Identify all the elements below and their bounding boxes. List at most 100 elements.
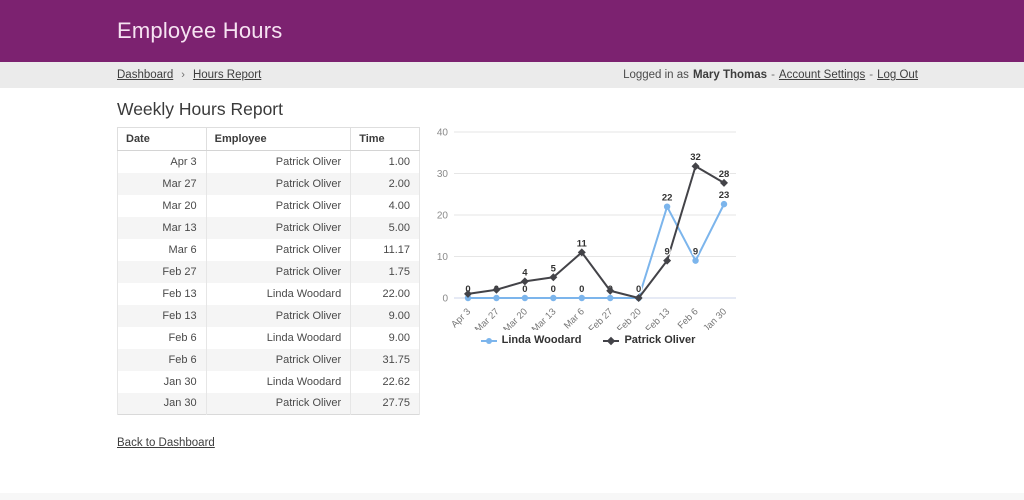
svg-text:9: 9 [664, 247, 669, 258]
svg-text:30: 30 [437, 169, 449, 180]
cell-time: 22.00 [350, 282, 420, 305]
cell-date: Apr 3 [117, 150, 207, 173]
svg-text:0: 0 [442, 294, 448, 305]
cell-employee: Patrick Oliver [205, 172, 352, 195]
cell-date: Feb 6 [117, 348, 207, 371]
cell-employee: Patrick Oliver [205, 392, 352, 415]
svg-text:23: 23 [719, 190, 730, 201]
cell-employee: Patrick Oliver [205, 194, 352, 217]
app-header: Employee Hours [0, 0, 1024, 62]
svg-text:Mar 6: Mar 6 [562, 306, 587, 330]
cell-date: Feb 27 [117, 260, 207, 283]
table-row: Feb 6 Linda Woodard 9.00 [117, 326, 420, 349]
svg-text:40: 40 [437, 128, 449, 139]
table-row: Feb 27 Patrick Oliver 1.75 [117, 260, 420, 283]
svg-text:Jan 30: Jan 30 [701, 306, 729, 330]
page-title: Weekly Hours Report [117, 99, 283, 119]
table-row: Feb 13 Patrick Oliver 9.00 [117, 304, 420, 327]
cell-employee: Patrick Oliver [205, 216, 352, 239]
hours-chart: 0 10 20 30 40 Apr 3 Mar 27 Mar 20 Mar 13 Mar 6 Feb… [428, 122, 748, 362]
cell-date: Feb 13 [117, 304, 207, 327]
column-header-time: Time [350, 127, 420, 151]
legend-item-patrick-oliver[interactable]: Patrick Oliver [603, 334, 695, 346]
svg-text:Mar 13: Mar 13 [530, 306, 559, 330]
svg-text:Apr 3: Apr 3 [449, 306, 473, 330]
cell-employee: Patrick Oliver [205, 238, 352, 261]
svg-text:0: 0 [522, 284, 527, 295]
cell-time: 5.00 [350, 216, 420, 239]
cell-employee: Linda Woodard [205, 326, 352, 349]
table-row: Mar 20 Patrick Oliver 4.00 [117, 194, 420, 217]
svg-text:0: 0 [636, 284, 641, 295]
separator: - [771, 69, 775, 81]
cell-employee: Patrick Oliver [205, 150, 352, 173]
table-row: Feb 13 Linda Woodard 22.00 [117, 282, 420, 305]
account-settings-link[interactable]: Account Settings [778, 69, 866, 81]
legend-label: Patrick Oliver [624, 334, 696, 346]
svg-text:Mar 20: Mar 20 [501, 306, 530, 330]
svg-text:Mar 27: Mar 27 [473, 306, 502, 330]
cell-employee: Linda Woodard [205, 370, 352, 393]
svg-text:11: 11 [577, 238, 588, 249]
separator: - [869, 69, 874, 81]
table-header-row: Date Employee Time [117, 127, 420, 151]
svg-text:28: 28 [719, 169, 730, 180]
cell-date: Jan 30 [117, 370, 207, 393]
table-row: Jan 30 Patrick Oliver 27.75 [117, 392, 420, 415]
column-header-employee: Employee [205, 127, 352, 151]
cell-date: Mar 6 [117, 238, 207, 261]
cell-employee: Patrick Oliver [205, 260, 352, 283]
cell-date: Mar 20 [117, 194, 207, 217]
table-row: Mar 13 Patrick Oliver 5.00 [117, 216, 420, 239]
table-row: Mar 6 Patrick Oliver 11.17 [117, 238, 420, 261]
breadcrumb: Dashboard › Hours Report [117, 69, 261, 81]
table-row: Apr 3 Patrick Oliver 1.00 [117, 150, 420, 173]
table-row: Mar 27 Patrick Oliver 2.00 [117, 172, 420, 195]
table-row: Jan 30 Linda Woodard 22.62 [117, 370, 420, 393]
cell-time: 9.00 [350, 326, 420, 349]
cell-time: 4.00 [350, 194, 420, 217]
username: Mary Thomas [692, 69, 768, 81]
legend-label: Linda Woodard [501, 334, 582, 346]
cell-date: Jan 30 [117, 392, 207, 415]
svg-text:32: 32 [690, 152, 701, 163]
svg-text:0: 0 [579, 284, 584, 295]
cell-time: 31.75 [350, 348, 420, 371]
cell-time: 11.17 [350, 238, 420, 261]
cell-date: Feb 13 [117, 282, 207, 305]
cell-employee: Linda Woodard [205, 282, 352, 305]
cell-time: 9.00 [350, 304, 420, 327]
svg-text:Feb 27: Feb 27 [587, 306, 616, 330]
svg-text:5: 5 [551, 263, 557, 274]
svg-text:9: 9 [693, 247, 698, 258]
legend-item-linda-woodard[interactable]: Linda Woodard [480, 334, 582, 346]
cell-time: 27.75 [350, 392, 420, 415]
breadcrumb-bar: Dashboard › Hours Report Logged in as Ma… [0, 62, 1024, 88]
cell-date: Mar 13 [117, 216, 207, 239]
svg-text:22: 22 [662, 193, 673, 204]
legend-diamond-marker-icon [603, 336, 620, 345]
svg-text:Feb 13: Feb 13 [644, 306, 673, 330]
svg-text:Feb 20: Feb 20 [615, 306, 644, 330]
table-row: Feb 6 Patrick Oliver 31.75 [117, 348, 420, 371]
breadcrumb-separator-icon: › [181, 69, 185, 81]
back-to-dashboard-link[interactable]: Back to Dashboard [117, 437, 215, 449]
svg-text:Feb 6: Feb 6 [676, 306, 701, 330]
user-bar: Logged in as Mary Thomas - Account Setti… [623, 69, 918, 81]
cell-employee: Patrick Oliver [205, 348, 352, 371]
svg-text:0: 0 [551, 284, 556, 295]
cell-employee: Patrick Oliver [205, 304, 352, 327]
breadcrumb-link-dashboard[interactable]: Dashboard [117, 69, 174, 81]
legend-circle-marker-icon [480, 336, 497, 345]
log-out-link[interactable]: Log Out [877, 69, 918, 81]
logged-in-label: Logged in as [623, 69, 689, 81]
cell-date: Feb 6 [117, 326, 207, 349]
chart-legend: Linda Woodard Patrick Oliver [428, 334, 748, 346]
breadcrumb-link-hours-report[interactable]: Hours Report [192, 69, 262, 81]
svg-text:0: 0 [465, 284, 470, 295]
svg-text:20: 20 [437, 211, 449, 222]
app-title: Employee Hours [117, 18, 283, 43]
svg-text:4: 4 [522, 267, 528, 278]
column-header-date: Date [117, 127, 207, 151]
